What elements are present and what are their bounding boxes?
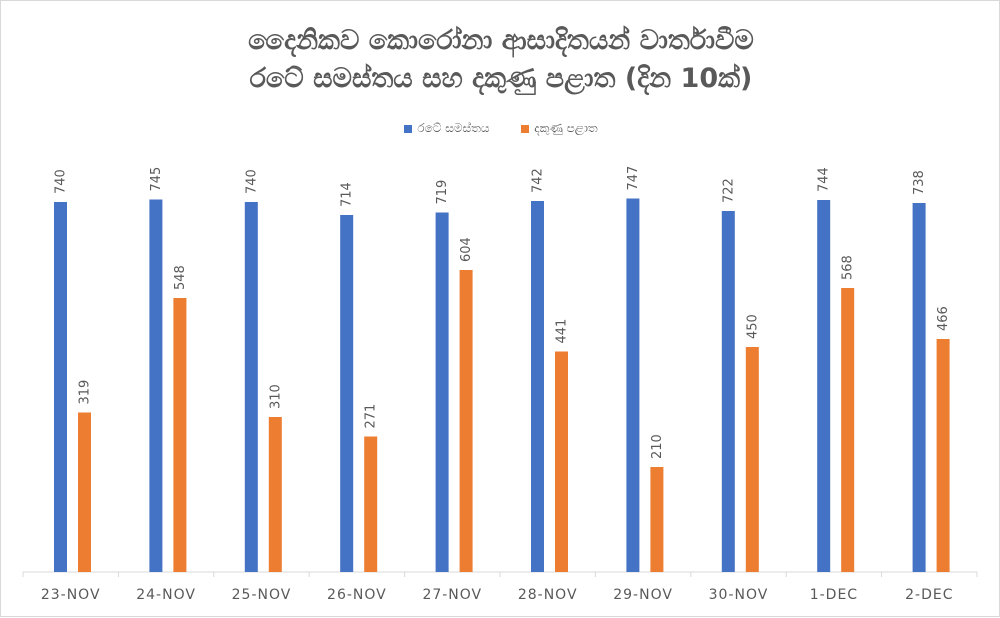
bar-country [340, 215, 354, 572]
bar-southern [745, 347, 759, 572]
data-label: 744 [817, 167, 832, 192]
x-tick-label: 23-NOV [41, 587, 101, 603]
bar-country [149, 199, 163, 572]
data-label: 271 [364, 404, 379, 429]
bar-southern [555, 351, 568, 572]
x-tick-label: 25-NOV [232, 587, 292, 603]
data-label: 210 [650, 434, 665, 459]
x-tick-label: 29-NOV [613, 587, 673, 603]
bar-southern [364, 436, 378, 572]
legend-label: රටේ සමස්තය [417, 121, 490, 135]
data-label: 548 [173, 265, 188, 290]
bar-country [721, 211, 735, 572]
data-label: 738 [912, 170, 927, 195]
legend-label: දකුණු පළාත [534, 121, 598, 135]
bar-southern [936, 339, 950, 572]
bar-southern [841, 288, 855, 572]
x-tick-label: 26-NOV [327, 587, 387, 603]
bar-southern [173, 298, 187, 572]
x-tick-label: 28-NOV [518, 587, 578, 603]
bar-country [54, 202, 67, 572]
chart-title-line-1: දෛනිකව කොරෝනා ආසාදිතයන් වාර්තාවීම [248, 25, 754, 56]
chart-title-line-2: රටේ සමස්තය සහ දකුණු පළාත (දින 10ක්) [249, 63, 753, 94]
data-label: 450 [745, 314, 760, 339]
data-label: 740 [54, 169, 69, 194]
x-tick-label: 2-DEC [905, 587, 953, 603]
data-label: 466 [936, 306, 951, 331]
bar-southern [650, 467, 664, 572]
data-label: 441 [555, 319, 570, 344]
x-tick-label: 27-NOV [422, 587, 482, 603]
legend-swatch [404, 124, 413, 133]
data-label: 747 [626, 166, 641, 191]
data-label: 740 [244, 169, 259, 194]
data-label: 714 [340, 182, 355, 207]
bar-country [817, 200, 831, 572]
bar-country [626, 198, 640, 572]
data-label: 310 [268, 384, 283, 409]
data-label: 742 [531, 168, 546, 193]
bar-southern [459, 270, 473, 572]
x-tick-label: 1-DEC [810, 587, 858, 603]
data-label: 722 [721, 178, 736, 203]
x-tick-label: 24-NOV [136, 587, 196, 603]
legend-item-country: රටේ සමස්තය [404, 121, 489, 136]
data-label: 604 [459, 237, 474, 262]
legend-swatch [521, 124, 530, 133]
bar-southern [78, 412, 91, 572]
bar-country [435, 212, 449, 572]
bar-country [531, 201, 544, 572]
data-label: 719 [435, 180, 450, 205]
data-label: 319 [78, 380, 93, 405]
data-label: 568 [841, 255, 856, 280]
bar-southern [268, 417, 282, 572]
legend-item-southern: දකුණු පළාත [521, 121, 598, 136]
x-tick-label: 30-NOV [709, 587, 769, 603]
bar-country [244, 202, 258, 572]
data-label: 745 [149, 167, 164, 192]
bar-country [912, 203, 926, 572]
legend: රටේ සමස්තය දකුණු පළාත [1, 121, 1000, 136]
